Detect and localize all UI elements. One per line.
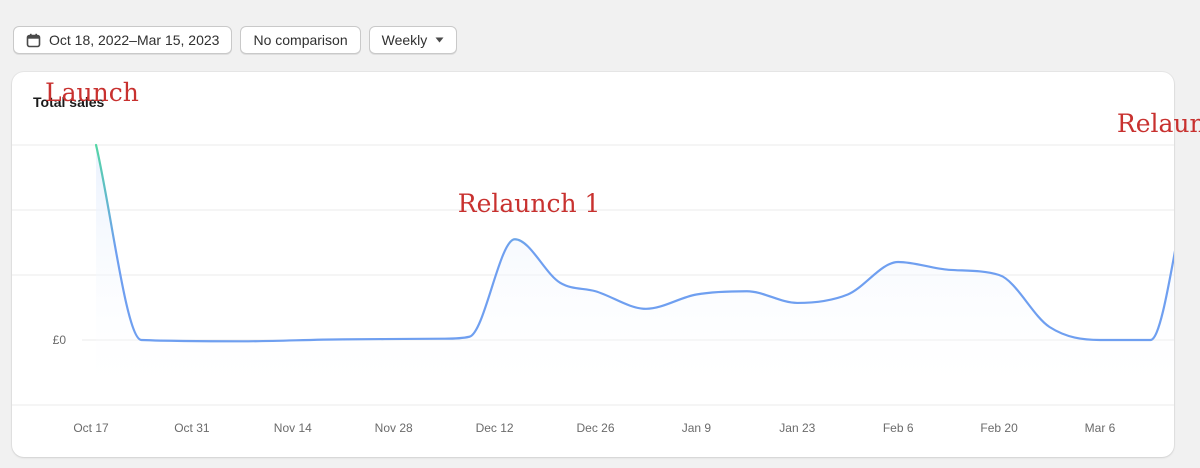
x-tick-label: Jan 23 [779, 421, 815, 435]
x-tick-label: Dec 26 [576, 421, 614, 435]
toolbar: Oct 18, 2022–Mar 15, 2023 No comparison … [13, 26, 458, 54]
y-tick-label: £0 [53, 333, 67, 347]
x-tick-label: Nov 14 [274, 421, 312, 435]
x-tick-label: Feb 6 [883, 421, 914, 435]
sales-line-chart: £0 Oct 17 Oct 31 Nov 14 Nov 28 Dec 12 Dec 26 Ja… [12, 143, 1174, 435]
annotation-label: Relaunch 1 [457, 189, 601, 219]
caret-down-icon [435, 37, 444, 43]
annotation-label: Relaunch 2 [1116, 108, 1200, 138]
date-range-label: Oct 18, 2022–Mar 15, 2023 [49, 32, 220, 48]
series-line [94, 143, 1174, 343]
x-tick-label: Oct 17 [73, 421, 109, 435]
granularity-select[interactable]: Weekly [368, 26, 458, 54]
x-tick-label: Jan 9 [682, 421, 712, 435]
total-sales-card: Total sales £0 Oct 17 Oct 31 Nov 14 Nov 28 De… [12, 72, 1200, 457]
calendar-icon [26, 33, 41, 48]
comparison-button[interactable]: No comparison [240, 26, 361, 54]
date-range-button[interactable]: Oct 18, 2022–Mar 15, 2023 [13, 26, 233, 54]
x-tick-label: Feb 20 [980, 421, 1018, 435]
x-tick-label: Oct 31 [174, 421, 210, 435]
x-tick-label: Mar 6 [1085, 421, 1116, 435]
x-tick-label: Dec 12 [476, 421, 514, 435]
granularity-label: Weekly [381, 32, 428, 48]
comparison-label: No comparison [253, 32, 348, 48]
x-tick-label: Nov 28 [375, 421, 413, 435]
annotation-label: Launch [45, 78, 139, 107]
chart-title: Total sales [33, 94, 105, 110]
